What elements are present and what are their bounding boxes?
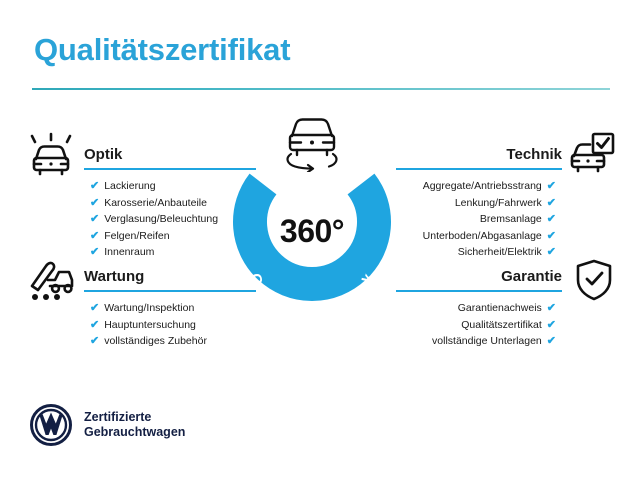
header-divider bbox=[32, 88, 610, 90]
brand-text: Zertifizierte Gebrauchtwagen bbox=[84, 410, 185, 440]
section-header: Garantie bbox=[396, 262, 562, 292]
check-icon: ✔ bbox=[90, 196, 100, 209]
badge-ring: Gebrauchtwagen-Check bbox=[233, 173, 391, 308]
list-item-label: Sicherheit/Elektrik bbox=[457, 246, 542, 258]
list-item: ✔ Hauptuntersuchung bbox=[90, 317, 256, 334]
check-icon: ✔ bbox=[546, 229, 556, 242]
check-icon: ✔ bbox=[546, 180, 556, 192]
check-icon: ✔ bbox=[90, 302, 100, 314]
list-item-label: Karosserie/Anbauteile bbox=[104, 196, 207, 209]
list-item: Sicherheit/Elektrik ✔ bbox=[396, 244, 556, 261]
check-icon: ✔ bbox=[90, 335, 100, 347]
section-divider bbox=[84, 290, 256, 292]
car-rotate-icon bbox=[279, 114, 345, 177]
list-item-label: Unterboden/Abgasanlage bbox=[422, 229, 542, 242]
list-item-label: vollständige Unterlagen bbox=[432, 335, 542, 347]
list-item-label: Lackierung bbox=[104, 180, 156, 192]
list-item-label: Bremsanlage bbox=[479, 213, 542, 225]
footer-brand: Zertifizierte Gebrauchtwagen bbox=[30, 404, 185, 446]
section-header: Optik bbox=[84, 140, 256, 170]
section-title: Technik bbox=[506, 146, 562, 163]
section-wartung: Wartung ✔ Wartung/Inspektion ✔ Hauptunters… bbox=[84, 262, 256, 350]
check-icon: ✔ bbox=[546, 335, 556, 347]
list-item: Unterboden/Abgasanlage ✔ bbox=[396, 228, 556, 245]
check-icon: ✔ bbox=[90, 180, 100, 192]
list-item: ✔ Lackierung bbox=[90, 178, 256, 195]
section-divider bbox=[84, 168, 256, 170]
volkswagen-logo bbox=[30, 404, 72, 446]
list-item-label: Wartung/Inspektion bbox=[104, 302, 195, 314]
car-shine-icon bbox=[26, 132, 76, 183]
list-item: ✔ Innenraum bbox=[90, 244, 256, 261]
section-header: Technik bbox=[396, 140, 562, 170]
360-check-badge: Gebrauchtwagen-Check 360° bbox=[232, 118, 392, 308]
list-item: Qualitätszertifikat ✔ bbox=[396, 317, 556, 334]
list-item-label: vollständiges Zubehör bbox=[104, 335, 207, 347]
check-icon: ✔ bbox=[90, 318, 100, 331]
badge-value: 360° bbox=[279, 212, 345, 249]
list-item-label: Felgen/Reifen bbox=[104, 229, 170, 242]
list-item: ✔ Verglasung/Beleuchtung bbox=[90, 211, 256, 228]
checklist: Garantienachweis ✔ Qualitätszertifikat ✔ v… bbox=[396, 300, 562, 350]
list-item: ✔ Felgen/Reifen bbox=[90, 228, 256, 245]
section-optik: Optik ✔ Lackierung ✔ Karosserie/Anbauteile… bbox=[84, 140, 256, 261]
section-header: Wartung bbox=[84, 262, 256, 292]
section-garantie: Garantie Garantienachweis ✔ Qualitätszert… bbox=[396, 262, 562, 350]
list-item: ✔ Wartung/Inspektion bbox=[90, 300, 256, 317]
section-title: Wartung bbox=[84, 268, 145, 285]
section-title: Garantie bbox=[501, 268, 562, 285]
list-item: Aggregate/Antriebsstrang ✔ bbox=[396, 178, 556, 195]
check-icon: ✔ bbox=[90, 213, 100, 225]
section-divider bbox=[396, 168, 562, 170]
list-item: Garantienachweis ✔ bbox=[396, 300, 556, 317]
section-divider bbox=[396, 290, 562, 292]
checklist: ✔ Wartung/Inspektion ✔ Hauptuntersuchung ✔… bbox=[84, 300, 256, 350]
list-item-label: Lenkung/Fahrwerk bbox=[454, 196, 542, 209]
list-item-label: Aggregate/Antriebsstrang bbox=[422, 180, 542, 192]
list-item: Bremsanlage ✔ bbox=[396, 211, 556, 228]
list-item: vollständige Unterlagen ✔ bbox=[396, 333, 556, 350]
list-item: Lenkung/Fahrwerk ✔ bbox=[396, 195, 556, 212]
checklist: ✔ Lackierung ✔ Karosserie/Anbauteile ✔ Verg… bbox=[84, 178, 256, 261]
list-item-label: Verglasung/Beleuchtung bbox=[104, 213, 219, 225]
check-icon: ✔ bbox=[90, 246, 100, 258]
section-technik: Technik Aggregate/Antriebsstrang ✔ Lenkun… bbox=[396, 140, 562, 261]
wrench-car-icon bbox=[26, 258, 76, 307]
check-icon: ✔ bbox=[546, 246, 556, 258]
check-icon: ✔ bbox=[546, 318, 556, 331]
brand-line-2: Gebrauchtwagen bbox=[84, 425, 186, 439]
check-icon: ✔ bbox=[546, 196, 556, 209]
checklist: Aggregate/Antriebsstrang ✔ Lenkung/Fahrwe… bbox=[396, 178, 562, 261]
list-item: ✔ Karosserie/Anbauteile bbox=[90, 195, 256, 212]
check-icon: ✔ bbox=[546, 302, 556, 314]
list-item-label: Innenraum bbox=[104, 246, 155, 258]
check-icon: ✔ bbox=[90, 229, 100, 242]
list-item: ✔ vollständiges Zubehör bbox=[90, 333, 256, 350]
list-item-label: Garantienachweis bbox=[457, 302, 542, 314]
list-item-label: Qualitätszertifikat bbox=[461, 318, 542, 331]
check-icon: ✔ bbox=[546, 213, 556, 225]
section-title: Optik bbox=[84, 146, 123, 163]
shield-check-icon bbox=[574, 258, 614, 307]
brand-line-1: Zertifizierte bbox=[84, 410, 152, 424]
page-title: Qualitätszertifikat bbox=[34, 32, 291, 67]
car-checkbox-icon bbox=[566, 132, 616, 181]
list-item-label: Hauptuntersuchung bbox=[104, 318, 196, 331]
